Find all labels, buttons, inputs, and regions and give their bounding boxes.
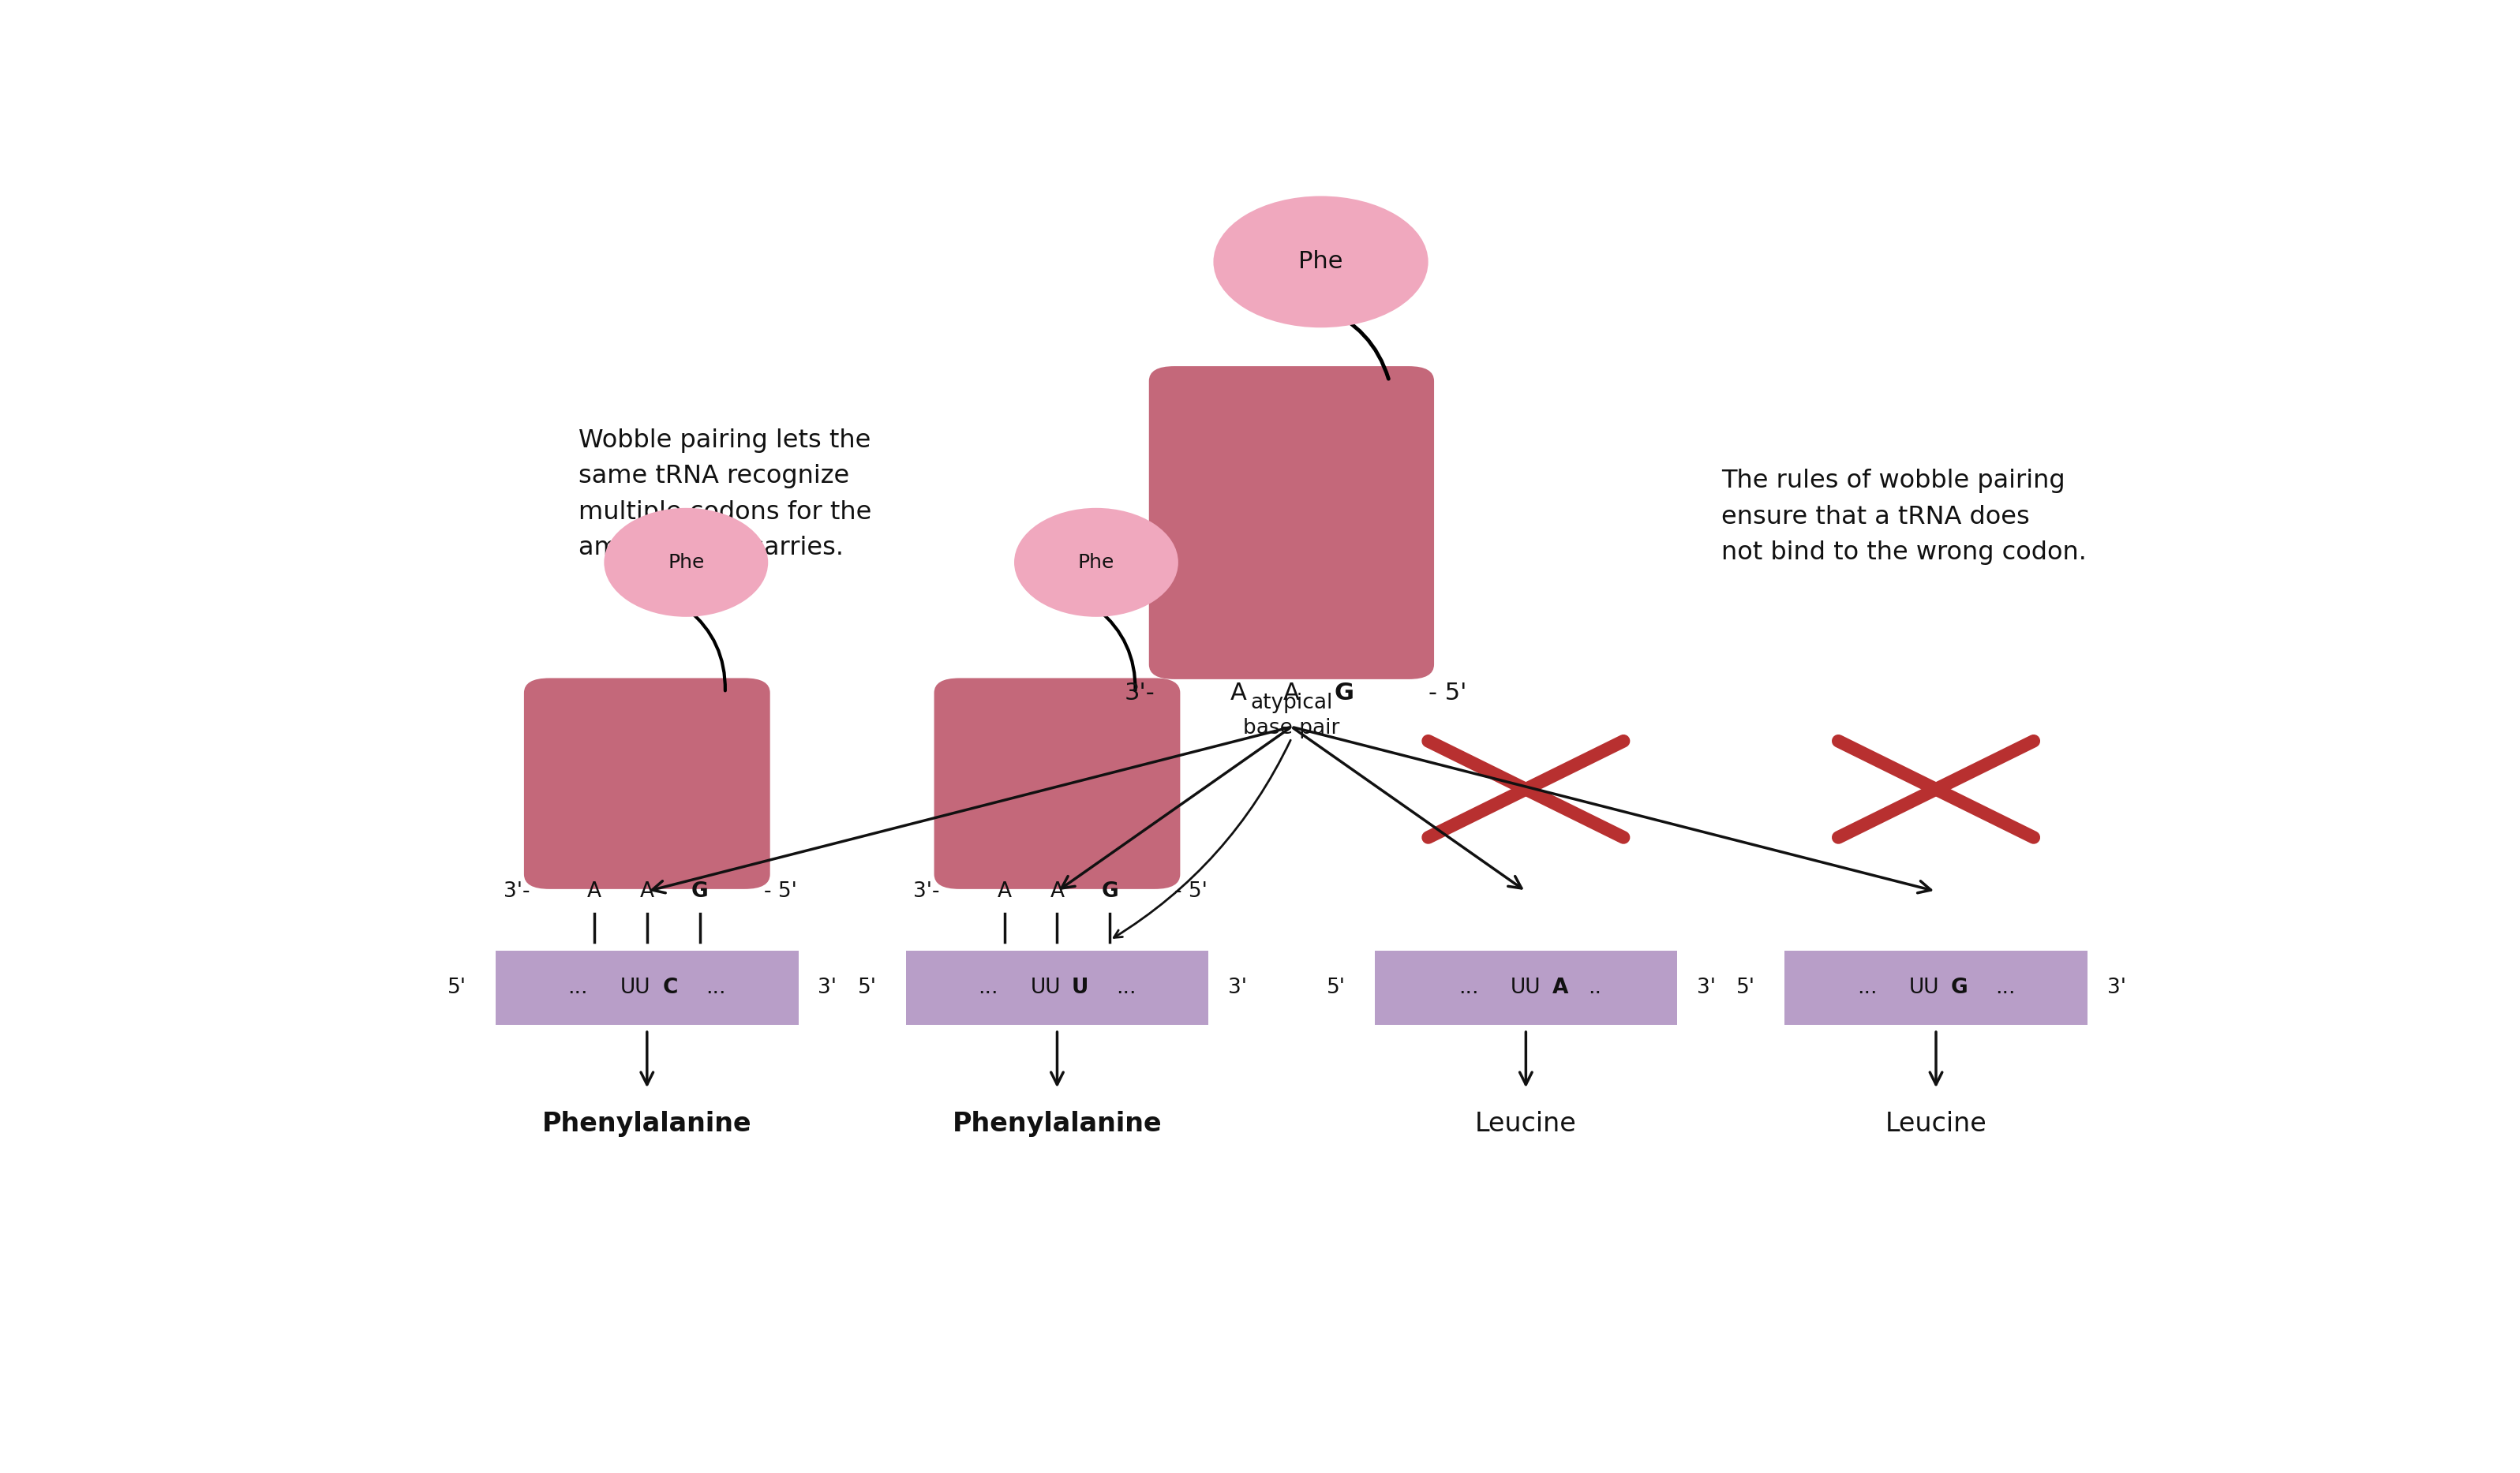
Text: 3'-: 3'-	[1124, 682, 1154, 704]
Text: - 5': - 5'	[1174, 881, 1207, 901]
Text: G: G	[690, 881, 708, 901]
Text: Phenylalanine: Phenylalanine	[953, 1111, 1162, 1137]
Text: - 5': - 5'	[1429, 682, 1467, 704]
Text: G: G	[1950, 978, 1968, 999]
Text: A: A	[1051, 881, 1063, 901]
FancyBboxPatch shape	[496, 952, 799, 1025]
Text: ...: ...	[706, 978, 726, 999]
FancyBboxPatch shape	[905, 952, 1210, 1025]
Text: 5': 5'	[1736, 978, 1756, 999]
Ellipse shape	[1215, 196, 1429, 327]
Text: U: U	[1071, 978, 1089, 999]
Ellipse shape	[605, 508, 769, 617]
Text: ..: ..	[1588, 978, 1603, 999]
Text: A: A	[1230, 682, 1247, 704]
Text: 5': 5'	[1326, 978, 1346, 999]
Text: 3': 3'	[819, 978, 837, 999]
Text: C: C	[663, 978, 678, 999]
Text: A: A	[587, 881, 602, 901]
FancyBboxPatch shape	[1149, 367, 1434, 679]
Text: The rules of wobble pairing
ensure that a tRNA does
not bind to the wrong codon.: The rules of wobble pairing ensure that …	[1721, 468, 2087, 566]
Text: Phe: Phe	[1079, 552, 1114, 572]
Text: G: G	[1336, 682, 1353, 704]
Text: UU: UU	[1910, 978, 1940, 999]
Text: 3': 3'	[1227, 978, 1247, 999]
Text: atypical
base pair: atypical base pair	[1242, 692, 1341, 738]
Ellipse shape	[1013, 508, 1179, 617]
Text: ...: ...	[1459, 978, 1479, 999]
Text: Phe: Phe	[1298, 250, 1343, 274]
Text: A: A	[998, 881, 1011, 901]
FancyBboxPatch shape	[1373, 952, 1678, 1025]
Text: ...: ...	[567, 978, 587, 999]
Text: ...: ...	[1116, 978, 1137, 999]
Text: G: G	[1101, 881, 1119, 901]
Text: Phe: Phe	[668, 552, 706, 572]
Text: ...: ...	[978, 978, 998, 999]
Text: 5': 5'	[857, 978, 877, 999]
Text: ...: ...	[1996, 978, 2016, 999]
Text: Wobble pairing lets the
same tRNA recognize
multiple codons for the
amino acid i: Wobble pairing lets the same tRNA recogn…	[580, 429, 872, 560]
Text: A: A	[1552, 978, 1567, 999]
Text: - 5': - 5'	[764, 881, 796, 901]
Text: A: A	[1283, 682, 1300, 704]
Text: 5': 5'	[449, 978, 466, 999]
Text: UU: UU	[620, 978, 650, 999]
FancyBboxPatch shape	[524, 678, 771, 890]
Text: 3'-: 3'-	[915, 881, 940, 901]
Text: Leucine: Leucine	[1474, 1111, 1578, 1137]
Text: ...: ...	[1857, 978, 1877, 999]
Text: A: A	[640, 881, 655, 901]
Text: 3'-: 3'-	[504, 881, 529, 901]
FancyBboxPatch shape	[935, 678, 1179, 890]
Text: 3': 3'	[2107, 978, 2127, 999]
Text: UU: UU	[1509, 978, 1542, 999]
FancyBboxPatch shape	[1784, 952, 2087, 1025]
Text: UU: UU	[1031, 978, 1061, 999]
Text: 3': 3'	[1696, 978, 1716, 999]
Text: Leucine: Leucine	[1885, 1111, 1986, 1137]
Text: Phenylalanine: Phenylalanine	[542, 1111, 751, 1137]
